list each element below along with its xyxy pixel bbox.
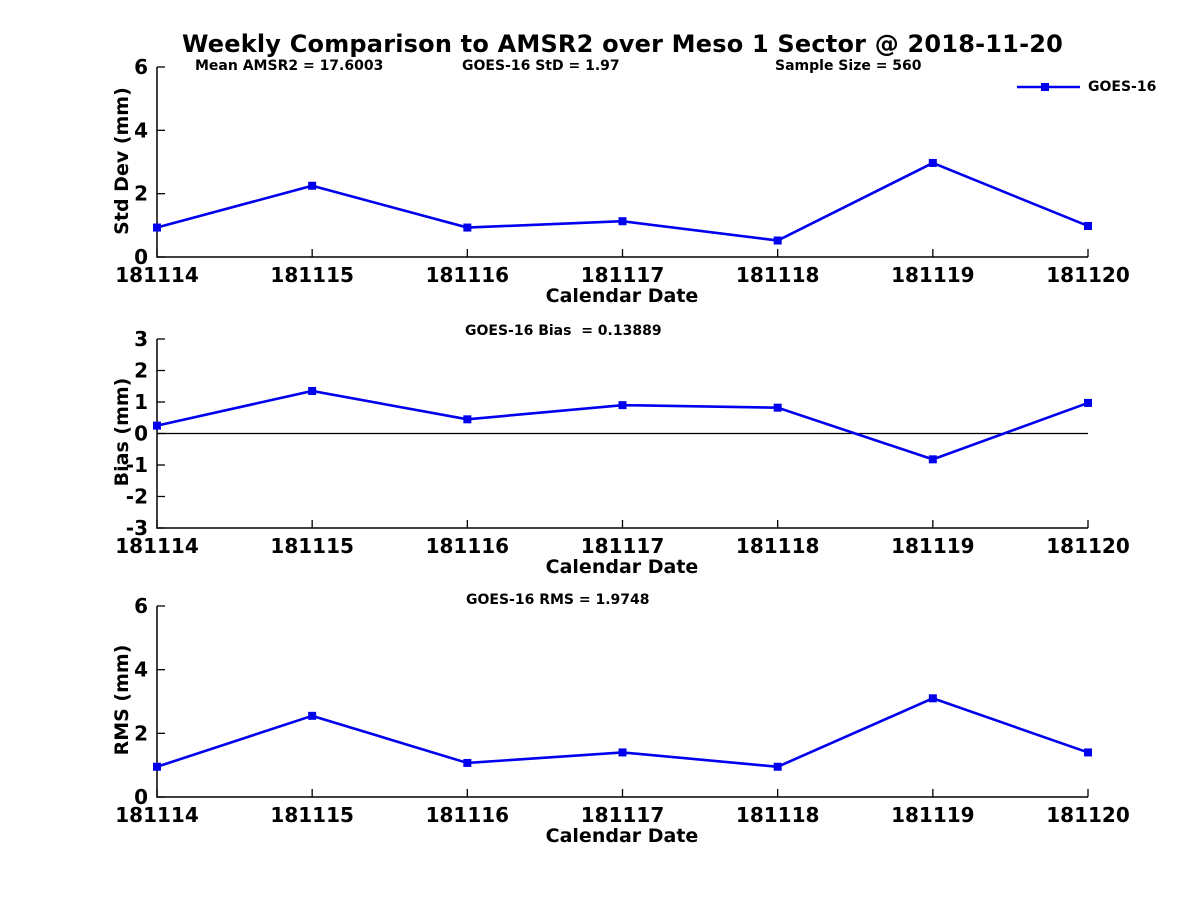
legend-line-icon [1017, 83, 1080, 91]
data-point-marker [773, 762, 782, 771]
data-point-marker [928, 455, 937, 464]
data-point-marker [773, 403, 782, 412]
data-point-marker [153, 421, 161, 430]
x-tick-label: 181118 [736, 803, 820, 827]
bias-y-axis-label: Bias (mm) [111, 377, 133, 487]
data-point-marker [308, 711, 317, 720]
y-tick-label: -3 [126, 516, 148, 540]
x-tick-label: 181114 [115, 263, 199, 287]
data-point-marker [308, 386, 317, 395]
data-point-marker [773, 236, 782, 245]
x-tick-label: 181117 [581, 803, 665, 827]
y-tick-label: -1 [126, 453, 148, 477]
data-point-marker [1084, 398, 1092, 407]
data-point-marker [463, 415, 472, 424]
x-tick-label: 181116 [426, 534, 510, 558]
series-line-goes-16 [156, 161, 1089, 242]
stddev-subplot: 0 2 4 6 181114 181115 181116 181117 181118 181119… [115, 55, 1130, 287]
rms-x-axis-label: Calendar Date [545, 825, 699, 847]
legend: GOES-16 [1017, 79, 1156, 95]
x-tick-label: 181119 [891, 803, 975, 827]
data-point-marker [1084, 221, 1092, 230]
stddev-x-axis-label: Calendar Date [545, 285, 699, 307]
legend-label: GOES-16 [1088, 79, 1157, 95]
data-point-marker [153, 223, 161, 232]
stddev-y-axis-label: Std Dev (mm) [111, 87, 133, 235]
data-point-marker [928, 158, 937, 167]
rms-y-axis-label: RMS (mm) [111, 644, 133, 756]
x-tick-label: 181119 [891, 263, 975, 287]
x-tick-label: 181120 [1046, 803, 1130, 827]
x-tick-label: 181116 [426, 263, 510, 287]
annotation-sample-size: Sample Size = 560 [775, 58, 922, 74]
rms-subplot: 0 2 4 6 181114 181115 181116 181117 181118 181119… [115, 594, 1130, 827]
x-tick-label: 181119 [891, 534, 975, 558]
bias-subplot: -3 -2 -1 0 1 2 3 181114 181115 181116 181117 181118… [115, 327, 1130, 558]
y-tick-label: 0 [134, 422, 148, 446]
data-point-marker [1084, 748, 1092, 757]
x-tick-label: 181115 [270, 263, 354, 287]
data-point-marker [618, 748, 627, 757]
y-tick-label: 6 [134, 594, 148, 618]
y-tick-label: 0 [134, 785, 148, 809]
bias-subplot-title: GOES-16 Bias = 0.13889 [465, 323, 662, 339]
x-tick-label: 181115 [270, 803, 354, 827]
y-tick-label: -2 [126, 485, 148, 509]
figure-title: Weekly Comparison to AMSR2 over Meso 1 S… [181, 30, 1064, 58]
x-tick-label: 181117 [581, 534, 665, 558]
x-tick-label: 181116 [426, 803, 510, 827]
x-tick-label: 181114 [115, 534, 199, 558]
data-point-marker [618, 401, 627, 410]
annotation-mean-amsr2: Mean AMSR2 = 17.6003 [195, 58, 384, 74]
rms-subplot-title: GOES-16 RMS = 1.9748 [466, 592, 650, 608]
data-point-marker [618, 217, 627, 226]
y-tick-label: 4 [134, 658, 148, 682]
x-tick-label: 181114 [115, 803, 199, 827]
y-tick-label: 4 [134, 118, 148, 142]
x-tick-label: 181115 [270, 534, 354, 558]
data-point-marker [308, 181, 317, 190]
bias-x-axis-label: Calendar Date [545, 556, 699, 578]
x-tick-label: 181117 [581, 263, 665, 287]
data-point-marker [463, 223, 472, 232]
x-tick-label: 181118 [736, 263, 820, 287]
data-point-marker [928, 694, 937, 703]
y-tick-label: 1 [134, 390, 148, 414]
y-tick-label: 6 [134, 55, 148, 79]
y-tick-label: 2 [134, 182, 148, 206]
data-point-marker [463, 758, 472, 767]
y-tick-label: 2 [134, 721, 148, 745]
series-line-goes-16 [156, 696, 1089, 769]
data-point-marker [153, 762, 161, 771]
y-tick-label: 0 [134, 245, 148, 269]
x-tick-label: 181120 [1046, 534, 1130, 558]
x-tick-label: 181118 [736, 534, 820, 558]
y-tick-label: 3 [134, 327, 148, 351]
y-tick-label: 2 [134, 359, 148, 383]
annotation-goes16-std: GOES-16 StD = 1.97 [462, 58, 620, 74]
x-tick-label: 181120 [1046, 263, 1130, 287]
